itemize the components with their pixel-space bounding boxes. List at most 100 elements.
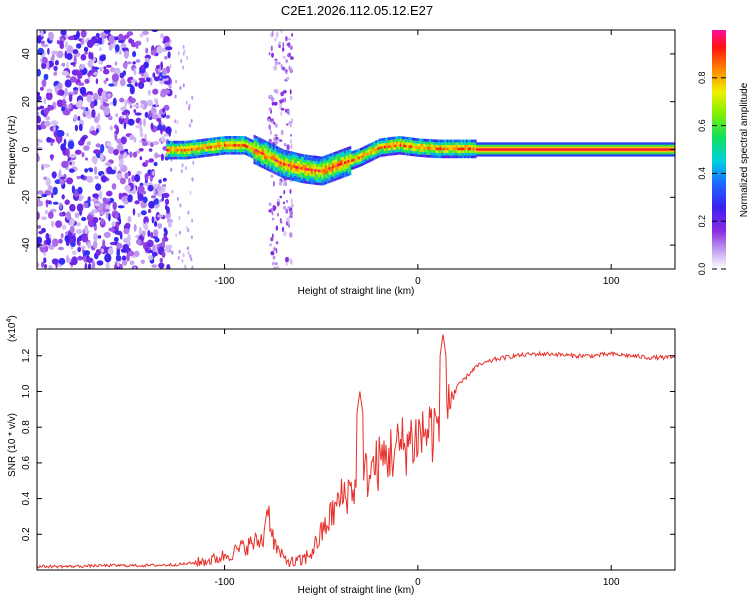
ridge-cell	[314, 155, 317, 159]
noise-blob	[72, 49, 79, 55]
ridge-cell	[413, 148, 416, 152]
ridge-cell	[255, 135, 258, 139]
ridge-cell	[321, 182, 324, 186]
noise-blob	[66, 177, 74, 185]
noise-blob	[176, 120, 179, 125]
ridge-cell	[217, 150, 220, 153]
ridge-cell	[411, 142, 414, 146]
ridge-cell	[316, 169, 319, 172]
noise-blob	[104, 162, 112, 167]
ridge-cell	[284, 165, 287, 169]
ridge-cell	[450, 147, 453, 151]
ridge-cell	[204, 151, 207, 155]
ridge-cell	[284, 168, 287, 172]
noise-blob	[47, 47, 50, 55]
ridge-cell	[276, 164, 279, 168]
ridge-cell	[269, 142, 272, 146]
ridge-cell	[178, 156, 181, 160]
ridge-cell	[335, 167, 338, 170]
ridge-cell	[330, 174, 333, 178]
ridge-cell	[297, 174, 300, 177]
ridge-cell	[462, 142, 465, 145]
ridge-cell	[304, 172, 307, 176]
noise-blob	[121, 255, 127, 261]
ridge-cell	[276, 148, 279, 152]
ridge-cell	[277, 149, 280, 153]
ridge-cell	[253, 150, 256, 154]
ridge-cell	[248, 151, 251, 155]
ridge-cell	[206, 148, 209, 152]
noise-blob	[51, 192, 54, 199]
ridge-cell	[197, 144, 200, 148]
ridge-cell	[337, 161, 340, 164]
ridge-cell	[290, 174, 293, 178]
ridge-cell	[194, 147, 197, 151]
ridge-cell	[351, 151, 354, 154]
ridge-cell	[208, 151, 211, 154]
noise-blob	[101, 175, 108, 183]
ridge-cell	[317, 174, 320, 178]
ridge-cell	[474, 142, 477, 145]
ridge-cell	[439, 144, 442, 148]
ridge-cell	[232, 151, 235, 155]
ridge-cell	[413, 137, 416, 141]
noise-blob	[93, 232, 98, 242]
ridge-cell	[279, 171, 282, 175]
snr-frame	[36, 328, 676, 571]
ridge-cell	[450, 155, 453, 159]
ridge-cell	[248, 148, 251, 152]
ridge-cell	[241, 151, 244, 155]
ridge-cell	[317, 161, 320, 165]
noise-blob	[279, 139, 283, 142]
ridge-cell	[375, 156, 378, 159]
noise-blob	[139, 120, 143, 126]
ridge-cell	[333, 175, 336, 179]
ridge-cell	[335, 169, 338, 173]
ridge-cell	[394, 147, 397, 150]
noise-blob	[62, 110, 70, 116]
noise-blob	[280, 30, 283, 34]
ridge-cell	[201, 138, 204, 142]
noise-blob	[187, 228, 190, 233]
ridge-cell	[359, 148, 362, 151]
ridge-cell	[288, 177, 291, 180]
ridge-cell	[305, 162, 308, 166]
ridge-cell	[384, 143, 387, 146]
ridge-cell	[171, 153, 174, 157]
noise-blob	[132, 208, 136, 216]
ridge-cell	[364, 156, 367, 159]
ridge-cell	[272, 144, 275, 148]
noise-blob	[138, 226, 142, 236]
noise-blob	[129, 85, 135, 95]
y-tick-label: 0.2	[21, 527, 32, 541]
ridge-cell	[331, 176, 334, 180]
ridge-cell	[443, 150, 446, 153]
noise-blob	[77, 186, 83, 194]
noise-blob	[153, 161, 158, 167]
ridge-cell	[309, 155, 312, 158]
ridge-cell	[316, 161, 319, 164]
ridge-cell	[265, 156, 268, 160]
ridge-cell	[217, 142, 220, 145]
ridge-cell	[311, 178, 314, 182]
ridge-cell	[269, 158, 272, 162]
ridge-cell	[472, 139, 475, 143]
noise-blob	[64, 79, 72, 88]
ridge-cell	[270, 146, 273, 150]
ridge-cell	[316, 174, 319, 178]
ridge-cell	[317, 171, 320, 175]
ridge-cell	[417, 154, 420, 157]
ridge-cell	[297, 176, 300, 180]
ridge-cell	[234, 136, 237, 139]
ridge-cell	[328, 172, 331, 176]
ridge-cell	[239, 138, 242, 142]
ridge-cell	[314, 179, 317, 183]
ridge-cell	[237, 151, 240, 155]
noise-blob	[93, 149, 101, 155]
ridge-cell	[361, 152, 364, 156]
ridge-cell	[232, 138, 235, 142]
noise-blob	[132, 51, 137, 58]
ridge-cell	[471, 139, 474, 143]
ridge-cell	[349, 169, 352, 173]
ridge-cell	[267, 144, 270, 148]
